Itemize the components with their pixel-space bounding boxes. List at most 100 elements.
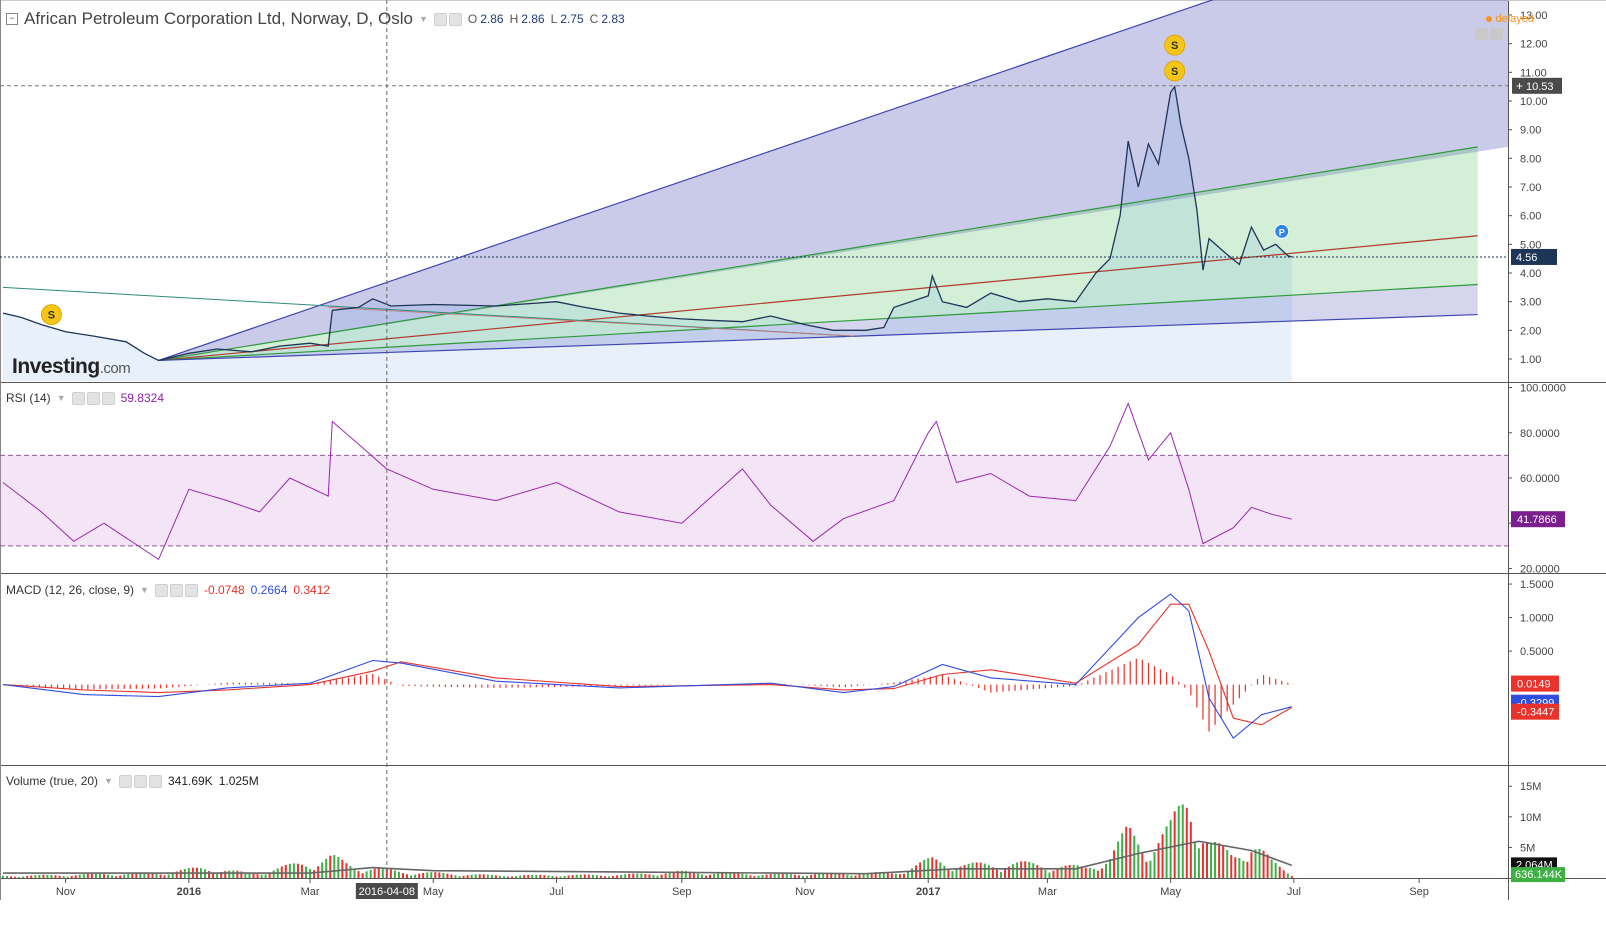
ohlc-value-h: 2.86 <box>521 12 545 26</box>
volume-bar-33 <box>135 872 138 878</box>
volume-bar-303 <box>1226 850 1229 878</box>
volume-bar-62 <box>252 873 255 878</box>
volume-bar-158 <box>640 873 643 878</box>
volume-bar-34 <box>139 872 142 878</box>
volume-bar-179 <box>725 872 728 878</box>
volume-bar-92 <box>373 868 376 878</box>
volume-bar-43 <box>175 871 178 878</box>
volume-bar-154 <box>624 874 627 878</box>
volume-bar-298 <box>1206 842 1208 878</box>
marker-label-2: S <box>1171 66 1178 78</box>
volume-bar-260 <box>1052 870 1055 878</box>
volume-bar-153 <box>620 874 623 878</box>
window-buttons[interactable] <box>1475 28 1503 40</box>
close-icon[interactable] <box>1490 28 1503 40</box>
macd-controls[interactable] <box>154 583 198 597</box>
volume-bar-180 <box>729 872 732 878</box>
chevron-down-icon[interactable]: ▼ <box>104 776 113 786</box>
volume-bar-299 <box>1210 842 1213 878</box>
volume-bar-190 <box>769 874 772 878</box>
volume-tick-label-0: 15M <box>1520 781 1541 793</box>
volume-bar-215 <box>870 872 873 878</box>
volume-bar-112 <box>454 875 457 878</box>
volume-bar-13 <box>54 875 57 878</box>
volume-bar-297 <box>1201 843 1204 878</box>
volume-bar-250 <box>1012 864 1015 878</box>
volume-bar-164 <box>664 873 667 878</box>
price-tick-label-4: 9.00 <box>1520 125 1541 137</box>
series-controls[interactable] <box>433 12 462 26</box>
x-tick-label-2: Mar <box>301 886 320 898</box>
macd-badge-0 <box>1511 675 1559 692</box>
volume-bar-86 <box>349 866 352 878</box>
volume-bar-107 <box>434 872 437 878</box>
volume-bar-276 <box>1117 841 1120 878</box>
volume-bar-246 <box>995 869 998 878</box>
volume-bar-98 <box>397 871 400 878</box>
volume-bar-315 <box>1274 863 1277 878</box>
volume-controls[interactable] <box>118 774 162 788</box>
eye-icon[interactable] <box>154 583 168 597</box>
volume-bar-20 <box>82 874 85 878</box>
volume-bar-205 <box>830 872 833 878</box>
price-tick-label-7: 6.00 <box>1520 211 1541 223</box>
price-tick-label-6: 7.00 <box>1520 182 1541 194</box>
x-tick-label-1: 2016 <box>177 886 201 898</box>
marker-1-icon <box>1164 34 1186 56</box>
price-area <box>3 86 1292 382</box>
volume-bar-16 <box>66 876 69 878</box>
ohlc-value-o: 2.86 <box>480 12 504 26</box>
chevron-down-icon[interactable]: ▼ <box>56 393 66 403</box>
volume-bar-15 <box>62 876 65 878</box>
volume-bar-37 <box>151 873 154 878</box>
volume-bar-291 <box>1177 805 1180 878</box>
maximize-icon[interactable] <box>1475 28 1488 40</box>
volume-bar-148 <box>599 875 602 878</box>
volume-bar-272 <box>1100 868 1103 878</box>
volume-bar-187 <box>757 875 760 878</box>
gear-icon[interactable] <box>133 774 147 788</box>
volume-bar-24 <box>98 873 101 878</box>
volume-ma-value: 1.025M <box>218 774 259 788</box>
volume-last-badge <box>1511 867 1565 883</box>
volume-bar-237 <box>959 866 962 878</box>
x-tick-label-8: Mar <box>1038 886 1057 898</box>
volume-bar-231 <box>935 859 938 878</box>
gear-icon[interactable] <box>86 391 100 405</box>
volume-bar-7 <box>30 875 33 878</box>
volume-bar-71 <box>288 863 291 878</box>
volume-bar-31 <box>127 873 130 878</box>
eye-icon[interactable] <box>118 774 132 788</box>
volume-bar-90 <box>365 871 368 878</box>
close-icon[interactable] <box>148 774 162 788</box>
gear-icon[interactable] <box>448 12 462 26</box>
close-icon[interactable] <box>101 391 115 405</box>
chevron-down-icon[interactable]: ▼ <box>140 585 149 595</box>
volume-bar-218 <box>882 872 885 878</box>
collapse-toggle-icon[interactable]: − <box>6 13 18 25</box>
fan-line-4 <box>158 313 1478 362</box>
volume-bar-18 <box>74 875 77 878</box>
gear-icon[interactable] <box>169 583 183 597</box>
volume-bar-267 <box>1080 866 1083 878</box>
volume-bar-256 <box>1036 865 1039 878</box>
chart-title: African Petroleum Corporation Ltd, Norwa… <box>24 9 413 28</box>
last-price-value: 4.56 <box>1516 252 1537 264</box>
rsi-controls[interactable] <box>71 391 115 405</box>
x-tick-label-5: Sep <box>672 886 692 898</box>
chevron-down-icon[interactable]: ▼ <box>418 14 428 24</box>
fan-zone-upper <box>158 0 1508 361</box>
volume-bar-74 <box>300 864 303 878</box>
volume-bar-292 <box>1181 804 1184 878</box>
volume-bar-127 <box>515 876 518 878</box>
volume-bar-129 <box>523 875 526 878</box>
price-tick-label-2: 11.00 <box>1520 67 1547 79</box>
close-icon[interactable] <box>184 583 198 597</box>
eye-icon[interactable] <box>433 12 447 26</box>
volume-bar-197 <box>797 875 800 878</box>
volume-bar-277 <box>1121 833 1124 878</box>
eye-icon[interactable] <box>71 391 85 405</box>
volume-last-badge-value: 636.144K <box>1515 869 1563 881</box>
macd-badge-value-2: -0.3447 <box>1517 707 1554 719</box>
